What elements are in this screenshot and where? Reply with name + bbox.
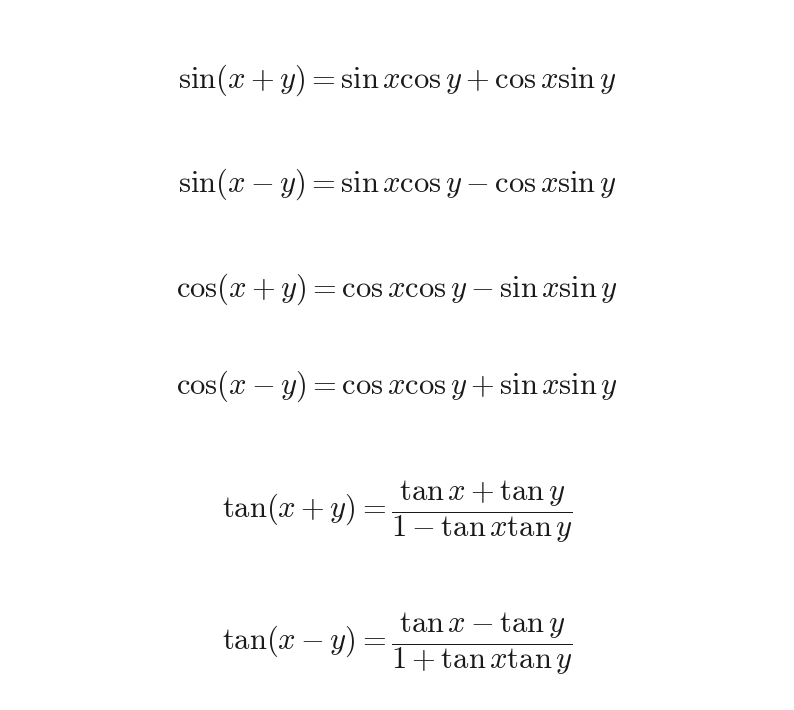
Text: $\sin(x - y) = \sin x \cos y - \cos x \sin y$: $\sin(x - y) = \sin x \cos y - \cos x \s… [178,167,616,202]
Text: $\tan(x - y) = \dfrac{\tan x - \tan y}{1 + \tan x \tan y}$: $\tan(x - y) = \dfrac{\tan x - \tan y}{1… [222,611,572,677]
Text: $\cos(x + y) = \cos x \cos y - \sin x \sin y$: $\cos(x + y) = \cos x \cos y - \sin x \s… [176,271,618,307]
Text: $\cos(x - y) = \cos x \cos y + \sin x \sin y$: $\cos(x - y) = \cos x \cos y + \sin x \s… [176,368,618,404]
Text: $\sin(x + y) = \sin x \cos y + \cos x \sin y$: $\sin(x + y) = \sin x \cos y + \cos x \s… [178,62,616,98]
Text: $\tan(x + y) = \dfrac{\tan x + \tan y}{1 - \tan x \tan y}$: $\tan(x + y) = \dfrac{\tan x + \tan y}{1… [222,479,572,545]
